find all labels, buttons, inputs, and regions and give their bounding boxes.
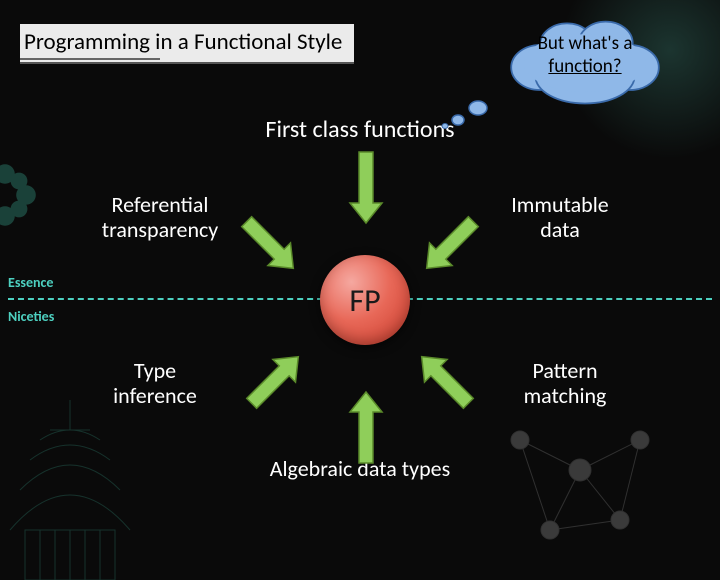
bg-flower-decoration	[0, 160, 40, 230]
label-niceties: Niceties	[8, 308, 54, 325]
cloud-line1: But what's a	[538, 32, 633, 55]
fp-center-node: FP	[320, 255, 410, 345]
arrow-br	[406, 341, 484, 419]
arrow-tr	[411, 206, 489, 284]
label-essence: Essence	[8, 274, 53, 291]
label-pattern-matching: Pattern matching	[495, 358, 635, 409]
label-referential: Referential transparency	[80, 192, 240, 243]
label-first-class: First class functions	[0, 115, 720, 144]
thought-bubbles	[440, 100, 490, 130]
cloud-text: But what's a function?	[510, 32, 660, 78]
label-immutable: Immutable data	[480, 192, 640, 243]
arrow-bottom	[346, 390, 386, 465]
label-type-inference: Type inference	[85, 358, 225, 409]
title-underline	[20, 58, 160, 60]
arrow-bl	[236, 341, 314, 419]
cloud-line2: function?	[548, 55, 621, 78]
arrow-tl	[231, 206, 309, 284]
arrow-top	[346, 150, 386, 225]
